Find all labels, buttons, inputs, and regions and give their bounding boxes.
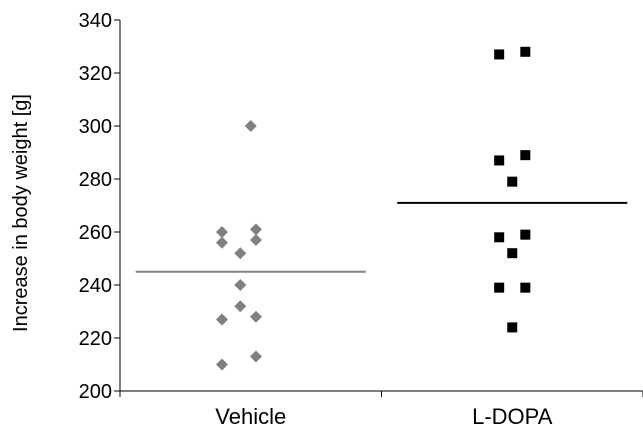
- data-point-diamond: [234, 300, 247, 313]
- y-tick-label: 240: [79, 275, 112, 297]
- data-point-diamond: [215, 358, 228, 371]
- y-tick-label: 200: [79, 381, 112, 403]
- y-tick-label: 340: [79, 10, 112, 32]
- data-point-square: [520, 282, 531, 293]
- data-point-diamond: [234, 279, 247, 291]
- data-point-square: [494, 155, 505, 166]
- x-tick-label: Vehicle: [215, 404, 286, 429]
- y-tick-label: 300: [79, 116, 112, 138]
- data-point-square: [494, 49, 505, 60]
- x-tick-label: L-DOPA: [472, 404, 553, 429]
- y-tick-label: 320: [79, 63, 112, 85]
- data-point-square: [520, 229, 531, 240]
- data-point-diamond: [244, 120, 257, 132]
- data-point-diamond: [234, 247, 247, 260]
- data-point-diamond: [249, 310, 262, 323]
- y-tick-label: 280: [79, 169, 112, 191]
- y-tick-label: 220: [79, 328, 112, 350]
- data-point-square: [520, 150, 531, 161]
- data-point-square: [507, 322, 518, 333]
- data-point-square: [507, 248, 518, 259]
- axes-layer: 200 220 240 260 280 300 320 340 Vehicle L-DOPA: [79, 10, 643, 429]
- data-point-diamond: [249, 350, 262, 363]
- y-axis-label: Increase in body weight [g]: [10, 94, 32, 332]
- data-point-diamond: [249, 223, 262, 236]
- data-point-square: [507, 176, 518, 187]
- data-point-square: [520, 46, 531, 57]
- data-point-diamond: [249, 233, 262, 246]
- data-point-diamond: [215, 226, 228, 238]
- data-point-square: [494, 282, 505, 293]
- marks-layer: [135, 46, 628, 371]
- data-point-square: [494, 232, 505, 243]
- data-point-diamond: [215, 236, 228, 249]
- y-tick-label: 260: [79, 222, 112, 244]
- data-point-diamond: [215, 313, 228, 326]
